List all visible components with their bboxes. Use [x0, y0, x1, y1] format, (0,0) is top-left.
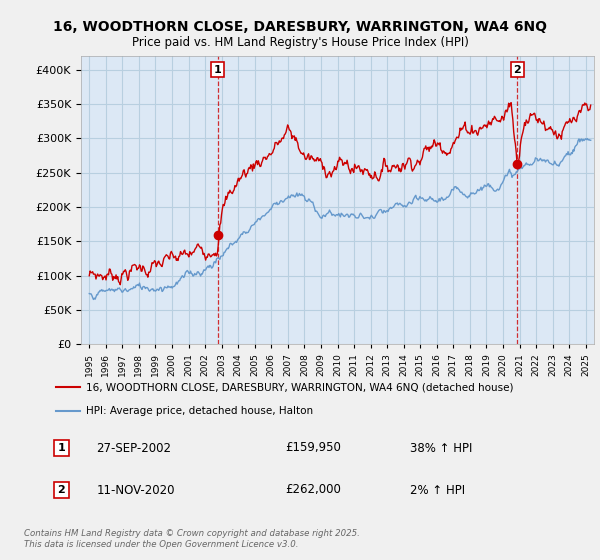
Text: 2: 2 — [514, 64, 521, 74]
Text: 38% ↑ HPI: 38% ↑ HPI — [410, 441, 472, 455]
Text: Price paid vs. HM Land Registry's House Price Index (HPI): Price paid vs. HM Land Registry's House … — [131, 36, 469, 49]
Text: £262,000: £262,000 — [286, 483, 341, 497]
Text: HPI: Average price, detached house, Halton: HPI: Average price, detached house, Halt… — [86, 406, 313, 416]
Text: 1: 1 — [58, 443, 65, 453]
Text: 16, WOODTHORN CLOSE, DARESBURY, WARRINGTON, WA4 6NQ (detached house): 16, WOODTHORN CLOSE, DARESBURY, WARRINGT… — [86, 382, 513, 392]
Text: 2% ↑ HPI: 2% ↑ HPI — [410, 483, 465, 497]
Text: 27-SEP-2002: 27-SEP-2002 — [97, 441, 172, 455]
Text: £159,950: £159,950 — [286, 441, 341, 455]
Text: Contains HM Land Registry data © Crown copyright and database right 2025.
This d: Contains HM Land Registry data © Crown c… — [24, 529, 360, 549]
Text: 11-NOV-2020: 11-NOV-2020 — [97, 483, 175, 497]
Text: 16, WOODTHORN CLOSE, DARESBURY, WARRINGTON, WA4 6NQ: 16, WOODTHORN CLOSE, DARESBURY, WARRINGT… — [53, 20, 547, 34]
Text: 1: 1 — [214, 64, 221, 74]
Text: 2: 2 — [58, 485, 65, 495]
